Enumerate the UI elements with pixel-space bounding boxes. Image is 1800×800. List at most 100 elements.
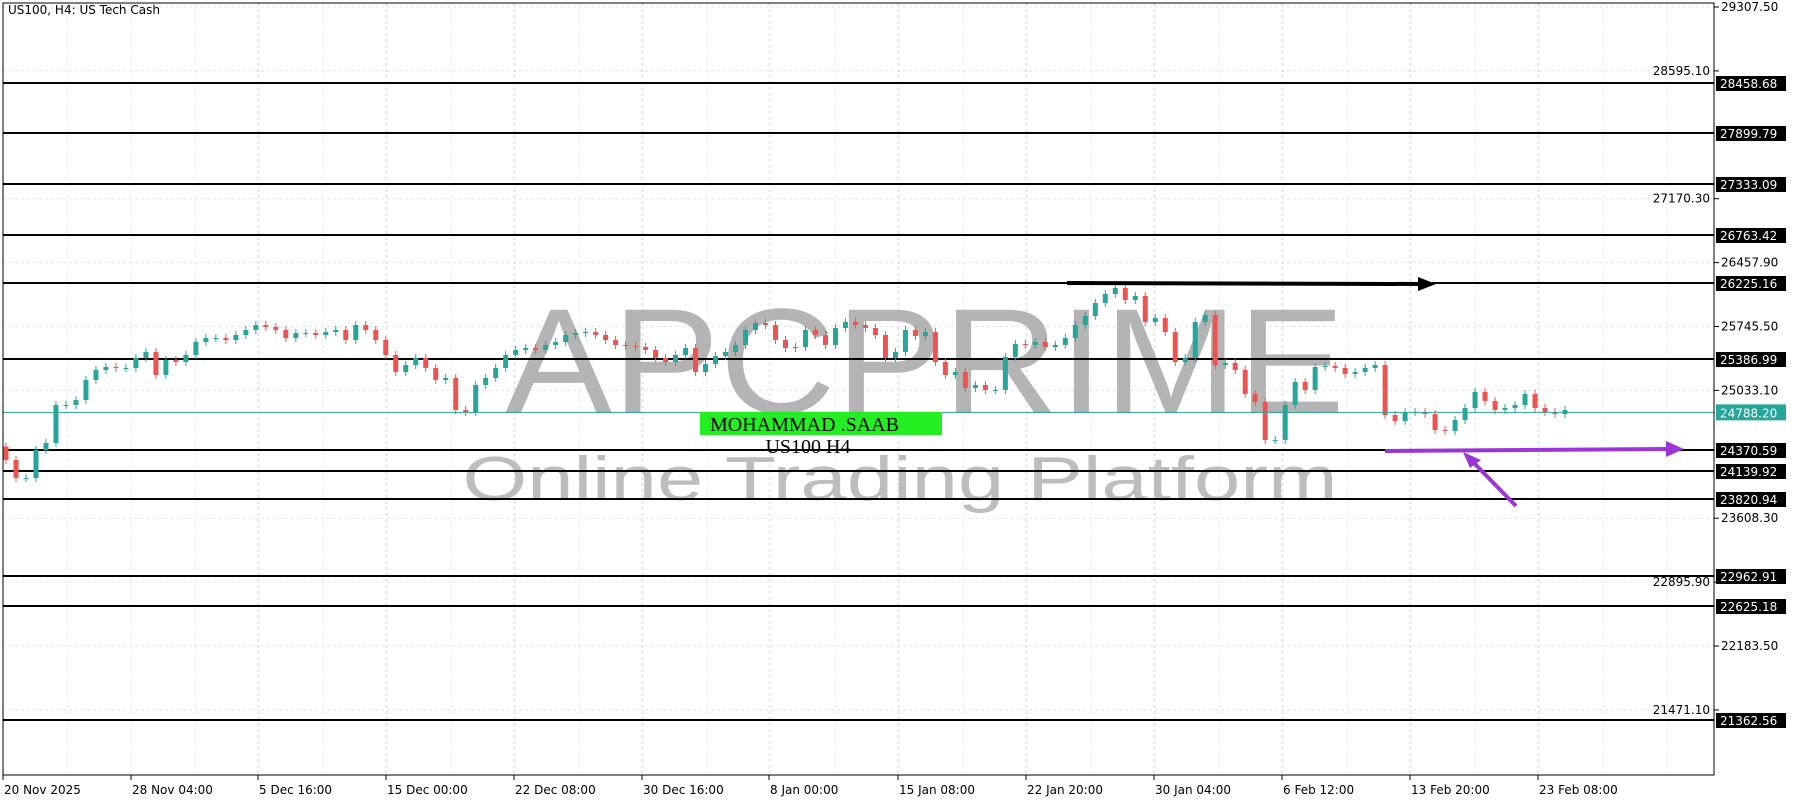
level-price-tag [1716, 443, 1786, 458]
y-tick-label: 23608.30 [1721, 511, 1778, 525]
current-price-label: 24788.20 [1720, 406, 1777, 420]
candle-body [413, 357, 419, 366]
candle-body [103, 367, 109, 370]
candle-body [133, 357, 139, 368]
candle-body [1502, 408, 1508, 410]
candle-body [83, 380, 89, 401]
candle-body [1252, 394, 1258, 402]
candle [743, 325, 749, 349]
candle [583, 328, 589, 338]
candle [283, 325, 289, 343]
candle-body [1512, 404, 1518, 409]
x-tick-label: 15 Dec 00:00 [387, 783, 468, 797]
level-price-label: 27899.79 [1720, 127, 1777, 141]
candle [513, 345, 519, 359]
candle-body [673, 354, 679, 362]
candle [892, 347, 898, 362]
level-price-label: 26763.42 [1720, 229, 1777, 243]
candle-body [743, 329, 749, 345]
candle-body [713, 355, 719, 364]
candle-body [333, 329, 339, 333]
level-price-label: 22962.91 [1720, 570, 1777, 584]
candle-body [763, 322, 769, 326]
candle [1212, 310, 1218, 370]
candle [1472, 387, 1478, 413]
candle [733, 340, 739, 356]
candle-body [183, 354, 189, 362]
candle [922, 328, 928, 340]
candle [773, 321, 779, 345]
candle [353, 321, 359, 345]
candle-body [773, 325, 779, 341]
candle-body [1332, 366, 1338, 368]
time-axis[interactable]: 20 Nov 2025 28 Nov 04:00 5 Dec 16:00 15 Dec… [2, 774, 1714, 797]
arrowhead-icon [1463, 452, 1481, 468]
candle [63, 400, 69, 409]
pointer-arrow[interactable] [1463, 452, 1518, 508]
price-axis[interactable]: 29307.50 28595.10 27170.30 26457.90 25745.50… [1653, 0, 1786, 775]
candle [952, 368, 958, 379]
candle-body [123, 367, 129, 369]
candle [713, 351, 719, 368]
candle [363, 321, 369, 334]
candle-body [1062, 338, 1068, 345]
candle-body [423, 357, 429, 368]
candle [383, 336, 389, 359]
candle [1432, 410, 1438, 434]
candle [323, 328, 329, 339]
candle-body [1542, 408, 1548, 413]
x-tick-label: 15 Jan 08:00 [899, 783, 975, 797]
candle [852, 317, 858, 330]
candle-body [812, 329, 818, 335]
candle-body [53, 404, 59, 443]
candle [613, 336, 619, 349]
candle [213, 334, 219, 343]
candle-body [1052, 344, 1058, 348]
candle [13, 456, 19, 482]
candle-body [343, 329, 349, 341]
candle-body [1082, 315, 1088, 326]
candle [1482, 387, 1488, 406]
candle-body [633, 346, 639, 348]
candle [153, 347, 159, 379]
candle [1402, 408, 1408, 426]
candle-body [1462, 408, 1468, 421]
support-arrow[interactable] [1384, 441, 1684, 457]
candle-body [113, 367, 119, 369]
candle [453, 373, 459, 414]
candle [1532, 390, 1538, 413]
candle [423, 353, 429, 372]
candle-body [693, 347, 699, 373]
candle [753, 318, 759, 334]
candle [1382, 361, 1388, 420]
candle-body [613, 340, 619, 345]
candle [223, 334, 229, 345]
candle [1082, 311, 1088, 330]
y-tick-label: 26457.90 [1721, 256, 1778, 270]
candle-body [493, 367, 499, 378]
candle [942, 357, 948, 379]
candle-body [443, 377, 449, 381]
candle-body [912, 329, 918, 336]
candle-body [323, 332, 329, 335]
candle-body [1492, 401, 1498, 410]
candle [403, 361, 409, 377]
candle-body [1322, 366, 1328, 368]
x-tick-label: 23 Feb 08:00 [1539, 783, 1618, 797]
candle-body [1152, 318, 1158, 322]
candle-body [1132, 295, 1138, 301]
y-tick-label: 28595.10 [1653, 64, 1710, 78]
resistance-arrow[interactable] [1066, 277, 1436, 291]
candle [683, 343, 689, 359]
candle [483, 373, 489, 390]
candle [1292, 377, 1298, 409]
candle [93, 365, 99, 385]
candle-body [213, 338, 219, 340]
candle [1182, 353, 1188, 366]
candle-body [892, 351, 898, 358]
candle [1232, 358, 1238, 374]
y-tick-label: 25745.50 [1721, 320, 1778, 334]
candle-body [1142, 295, 1148, 322]
candle-body [852, 321, 858, 326]
